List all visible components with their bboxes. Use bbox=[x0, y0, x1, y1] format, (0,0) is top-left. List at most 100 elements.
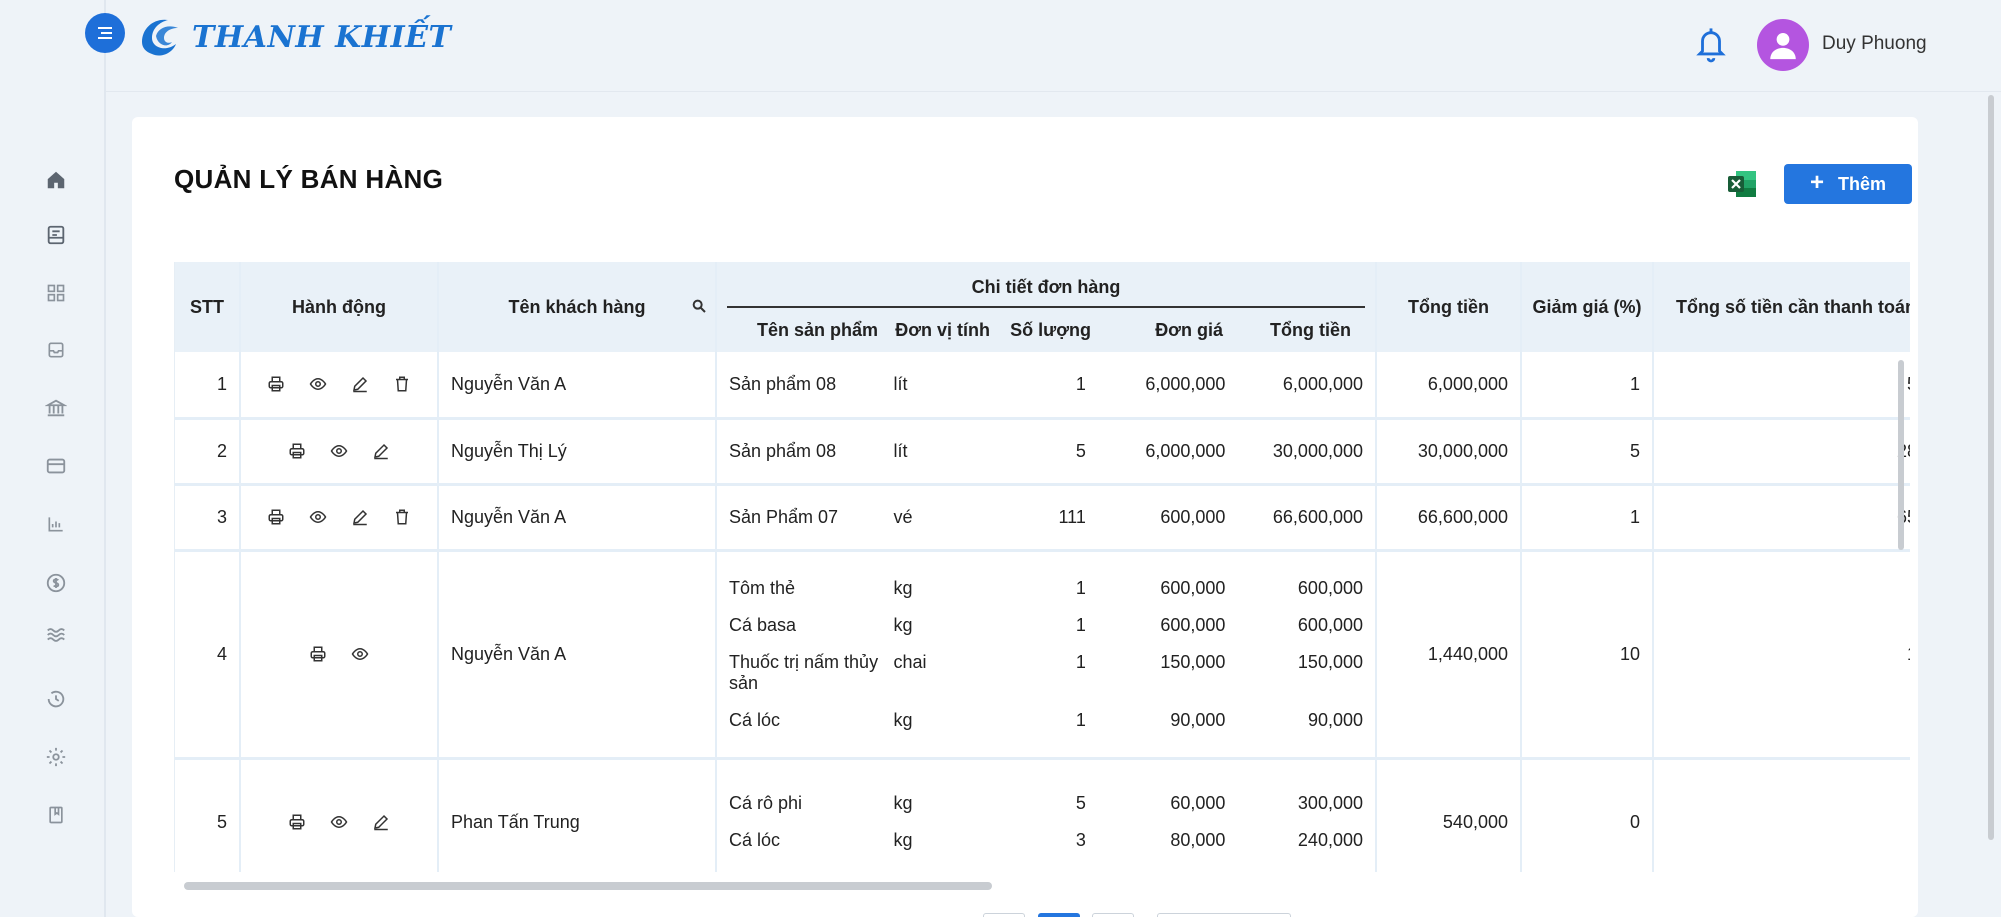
sidebar-item-history[interactable] bbox=[36, 679, 76, 719]
customer-search-button[interactable] bbox=[691, 298, 707, 319]
cell-details: Sản phẩm 08 lít 1 6,000,000 6,000,000 bbox=[716, 352, 1377, 420]
print-button[interactable] bbox=[265, 506, 287, 528]
avatar[interactable] bbox=[1757, 19, 1809, 71]
header-payable: Tổng số tiền cần thanh toán bbox=[1653, 262, 1910, 352]
sidebar-item-finance[interactable] bbox=[36, 563, 76, 603]
cell-total: 540,000 bbox=[1376, 758, 1522, 872]
bank-icon bbox=[45, 399, 67, 417]
export-excel-button[interactable] bbox=[1726, 169, 1758, 199]
table-row: 2 Nguyễn Thị Lý Sản phẩm 08 lít 5 6,000,… bbox=[175, 418, 1910, 486]
edit-button[interactable] bbox=[370, 811, 392, 833]
cell-discount: 0 bbox=[1521, 758, 1654, 872]
delete-button[interactable] bbox=[391, 373, 413, 395]
print-button[interactable] bbox=[286, 811, 308, 833]
line-unit: kg bbox=[893, 830, 913, 850]
horizontal-scrollbar[interactable] bbox=[184, 882, 992, 890]
printer-icon bbox=[288, 813, 306, 831]
delete-button[interactable] bbox=[391, 506, 413, 528]
cell-actions bbox=[240, 550, 439, 760]
pagination-current[interactable] bbox=[1038, 913, 1080, 917]
cell-customer: Nguyễn Văn A bbox=[438, 484, 717, 552]
line-qty: 5 bbox=[1075, 793, 1086, 813]
add-button-label: Thêm bbox=[1838, 173, 1887, 194]
cell-customer: Nguyễn Văn A bbox=[438, 352, 717, 420]
print-button[interactable] bbox=[286, 440, 308, 462]
notification-button[interactable] bbox=[1694, 24, 1728, 69]
line-unit: lít bbox=[893, 373, 908, 394]
line-price: 600,000 bbox=[1160, 577, 1226, 598]
sidebar-item-reports[interactable] bbox=[36, 504, 76, 544]
cell-details: Tôm thẻ kg 1 600,000 600,000 Cá basa kg … bbox=[716, 550, 1377, 760]
cell-actions bbox=[240, 758, 439, 872]
view-button[interactable] bbox=[307, 373, 329, 395]
line-unit: kg bbox=[893, 709, 913, 730]
eye-icon bbox=[308, 508, 328, 526]
pencil-icon bbox=[372, 813, 390, 831]
eye-icon bbox=[329, 442, 349, 460]
cell-payable: 1,296 bbox=[1653, 550, 1910, 760]
line-unit: kg bbox=[893, 577, 913, 598]
cell-discount: 10 bbox=[1521, 550, 1654, 760]
cell-total: 6,000,000 bbox=[1376, 352, 1522, 420]
order-line: Sản Phẩm 07 vé 111 600,000 66,600,000 bbox=[717, 499, 1375, 536]
cell-payable: 65,934 bbox=[1653, 484, 1910, 552]
eye-icon bbox=[350, 645, 370, 663]
table-row: 3 Nguyễn Văn A Sản Phẩm 07 vé 111 600,00… bbox=[175, 484, 1910, 552]
wallet-icon bbox=[46, 458, 66, 474]
cell-discount: 1 bbox=[1521, 484, 1654, 552]
line-qty: 1 bbox=[1075, 614, 1086, 635]
header-stt: STT bbox=[175, 262, 241, 352]
add-button[interactable]: + Thêm bbox=[1784, 164, 1912, 204]
header-customer: Tên khách hàng bbox=[438, 262, 717, 352]
sidebar-item-docs[interactable] bbox=[36, 795, 76, 835]
pagination-next[interactable] bbox=[1092, 913, 1134, 917]
line-price: 600,000 bbox=[1160, 506, 1226, 527]
view-button[interactable] bbox=[349, 643, 371, 665]
menu-toggle-button[interactable] bbox=[85, 13, 125, 53]
invoice-icon bbox=[47, 225, 65, 245]
page-vertical-scrollbar[interactable] bbox=[1988, 95, 1994, 840]
view-button[interactable] bbox=[328, 811, 350, 833]
sidebar-item-home[interactable] bbox=[36, 160, 76, 200]
pagination-prev[interactable] bbox=[983, 913, 1025, 917]
plus-icon: + bbox=[1809, 168, 1824, 196]
line-total: 600,000 bbox=[1297, 577, 1363, 598]
printer-icon bbox=[309, 645, 327, 663]
order-line: Cá lóc kg 3 80,000 240,000 bbox=[717, 822, 1375, 859]
page-size-select[interactable] bbox=[1157, 913, 1291, 917]
cell-details: Sản phẩm 08 lít 5 6,000,000 30,000,000 bbox=[716, 418, 1377, 486]
line-product: Cá lóc bbox=[729, 830, 781, 850]
edit-button[interactable] bbox=[370, 440, 392, 462]
header-detail-columns: Tên sản phẩm Đơn vị tính Số lượng Đơn gi… bbox=[716, 308, 1377, 352]
user-icon bbox=[1770, 32, 1796, 60]
line-qty: 1 bbox=[1075, 651, 1086, 672]
user-name[interactable]: Duy Phuong bbox=[1822, 33, 1927, 54]
cell-stt: 4 bbox=[175, 550, 241, 760]
sidebar-item-inbox[interactable] bbox=[36, 330, 76, 370]
edit-button[interactable] bbox=[349, 373, 371, 395]
cell-details: Sản Phẩm 07 vé 111 600,000 66,600,000 bbox=[716, 484, 1377, 552]
view-button[interactable] bbox=[307, 506, 329, 528]
pencil-icon bbox=[351, 508, 369, 526]
sidebar-item-water[interactable] bbox=[36, 615, 76, 655]
line-total: 600,000 bbox=[1297, 614, 1363, 635]
brand-logo[interactable]: THANH KHIẾT bbox=[136, 14, 451, 60]
sidebar-item-bank[interactable] bbox=[36, 388, 76, 428]
cell-stt: 5 bbox=[175, 758, 241, 872]
line-price: 600,000 bbox=[1160, 614, 1226, 635]
view-button[interactable] bbox=[328, 440, 350, 462]
header-actions: Hành động bbox=[240, 262, 439, 352]
eye-icon bbox=[329, 813, 349, 831]
sidebar-item-dashboard[interactable] bbox=[36, 273, 76, 313]
sidebar-item-invoice[interactable] bbox=[36, 215, 76, 255]
sidebar-item-settings[interactable] bbox=[36, 737, 76, 777]
line-product: Cá basa bbox=[729, 614, 797, 635]
table-vertical-scrollbar[interactable] bbox=[1898, 360, 1904, 550]
order-line: Sản phẩm 08 lít 5 6,000,000 30,000,000 bbox=[717, 433, 1375, 470]
print-button[interactable] bbox=[265, 373, 287, 395]
print-button[interactable] bbox=[307, 643, 329, 665]
edit-button[interactable] bbox=[349, 506, 371, 528]
cell-actions bbox=[240, 484, 439, 552]
trash-icon bbox=[393, 375, 411, 393]
sidebar-item-wallet[interactable] bbox=[36, 446, 76, 486]
